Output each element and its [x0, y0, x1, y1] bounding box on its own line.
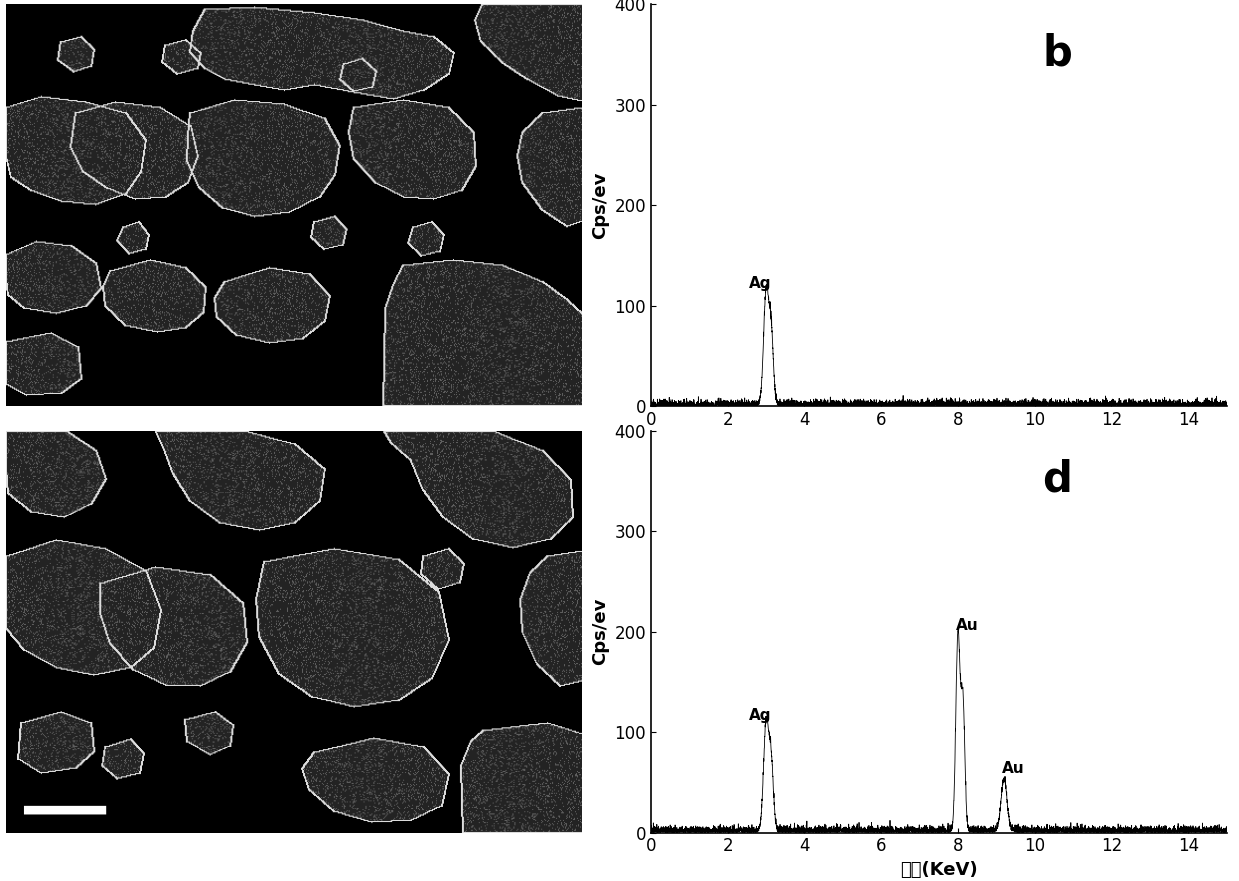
Text: Ag: Ag — [748, 276, 772, 291]
Text: Au: Au — [957, 618, 979, 633]
Y-axis label: Cps/ev: Cps/ev — [591, 598, 608, 665]
X-axis label: 能量(KeV): 能量(KeV) — [900, 861, 978, 879]
Text: b: b — [1042, 33, 1072, 75]
Y-axis label: Cps/ev: Cps/ev — [591, 172, 608, 239]
Text: Ag: Ag — [748, 708, 772, 723]
Text: d: d — [1042, 459, 1072, 500]
X-axis label: 能量(KeV): 能量(KeV) — [900, 435, 978, 453]
Text: Au: Au — [1002, 761, 1025, 776]
